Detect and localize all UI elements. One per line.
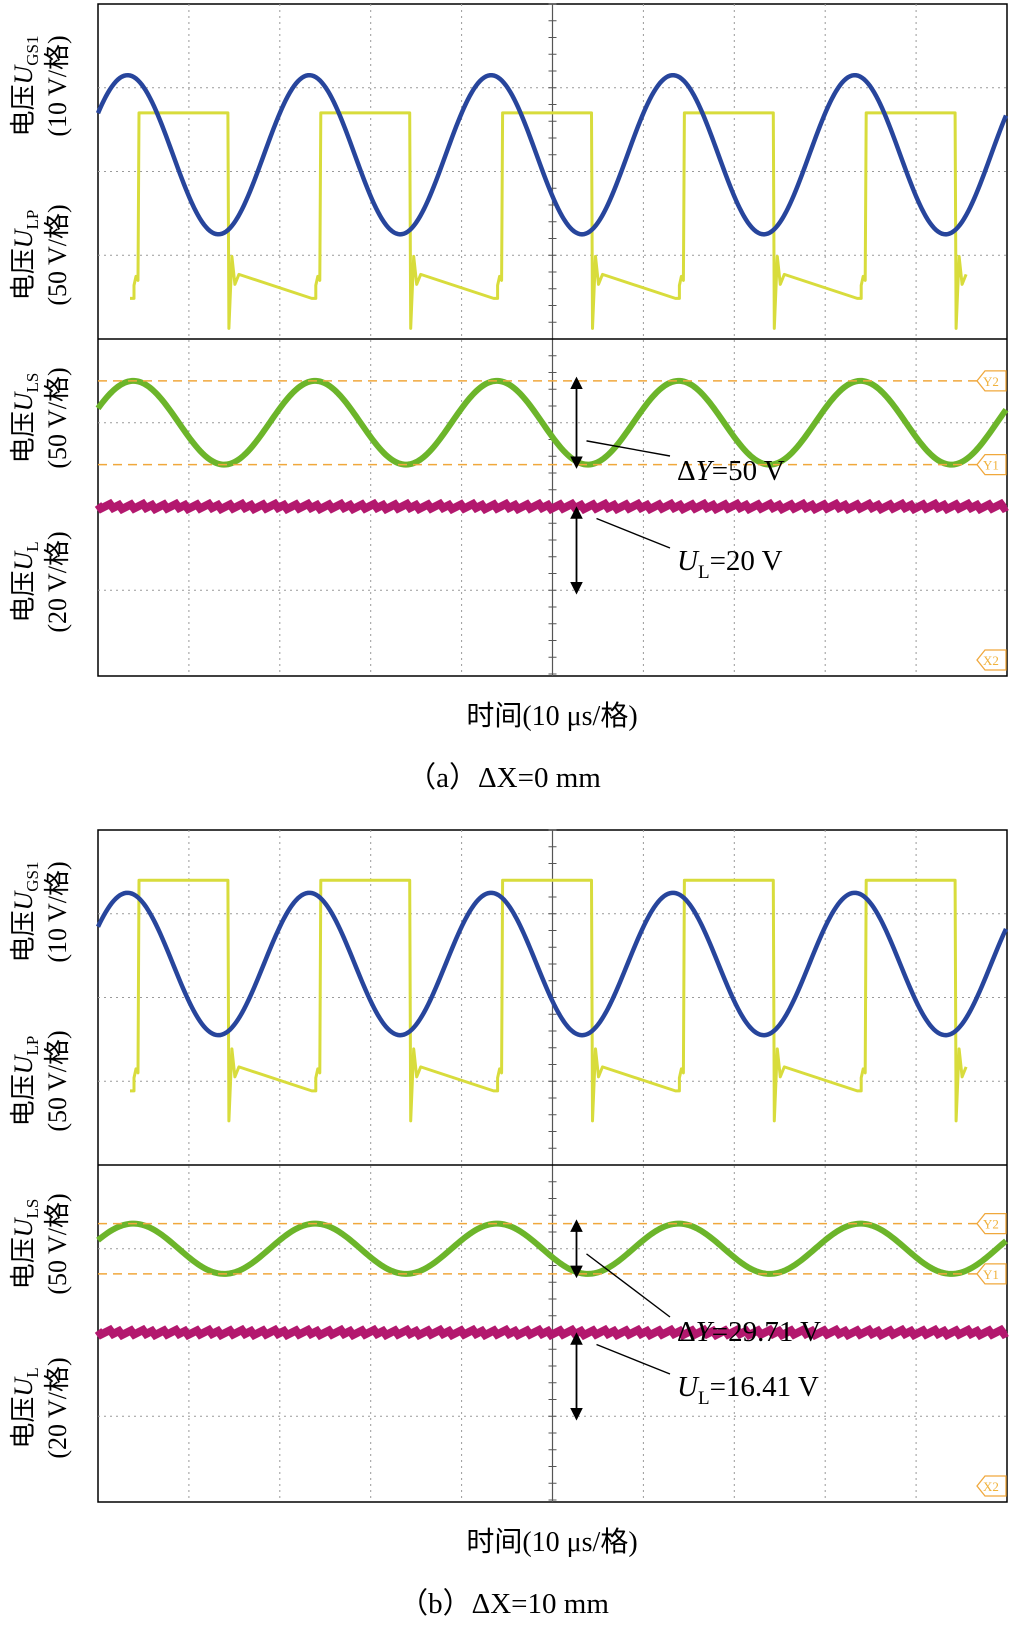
panel-a: Y2 Y1 X2 ΔY=50 V UL=20 V 电压UGS1 (10 V/格) 电压ULP(… <box>9 3 1009 794</box>
x-axis-label: 时间(10 μs/格) <box>466 700 637 732</box>
channel-scale: (10 V/格) <box>43 861 72 962</box>
cursor-marker-label: Y2 <box>983 374 999 389</box>
series-primary-voltage <box>95 890 1009 1038</box>
panel-b: Y2 Y1 X2 ΔY=29.71 V UL=16.41 V 电压UGS1 (10 V/格)… <box>0 826 1009 1652</box>
cursor-marker-y2: Y2 <box>976 370 1007 392</box>
channel-name: 电压UGS1 <box>9 861 42 962</box>
cursor-marker-shape <box>976 370 1007 392</box>
ul-annotation: UL=16.41 V <box>677 1371 819 1409</box>
cursor-marker-shape <box>976 1475 1007 1497</box>
delta-y-leader <box>586 440 671 457</box>
channel-label-1: 电压ULP (50 V/格) <box>9 204 72 305</box>
series-gate-voltage <box>129 111 968 330</box>
channel-label-2: 电压ULS (50 V/格) <box>9 1193 72 1294</box>
cursor-marker-shape <box>976 453 1007 476</box>
channel-scale: (10 V/格) <box>43 35 72 136</box>
channel-label-1: 电压ULP (50 V/格) <box>9 1030 72 1131</box>
cursor-marker-shape <box>976 649 1007 671</box>
cursor-marker-label: Y1 <box>983 458 999 473</box>
channel-name: 电压ULS <box>9 373 42 464</box>
cursor-marker-shape <box>976 1263 1007 1285</box>
channel-label-0: 电压UGS1 (10 V/格) <box>9 861 72 962</box>
x-axis-label: 时间(10 μs/格) <box>466 1526 637 1558</box>
channel-scale: (50 V/格) <box>43 204 72 305</box>
channel-scale: (50 V/格) <box>43 367 72 468</box>
oscilloscope-chart-b: Y2 Y1 X2 ΔY=29.71 V UL=16.41 V 电压UGS1 (10 V/格)… <box>9 829 1009 1620</box>
cursor-marker-label: Y1 <box>983 1267 999 1282</box>
figure-caption: （b）ΔX=10 mm <box>399 1588 609 1620</box>
cursor-marker-x2: X2 <box>976 649 1007 671</box>
cursor-marker-y1: Y1 <box>976 1263 1007 1285</box>
channel-name: 电压ULS <box>9 1199 42 1290</box>
channel-scale: (20 V/格) <box>43 1357 72 1458</box>
ul-leader <box>596 517 671 549</box>
delta-y-annotation: ΔY=29.71 V <box>677 1316 821 1348</box>
cursor-marker-y1: Y1 <box>976 453 1007 476</box>
cursor-marker-label: X2 <box>983 653 999 668</box>
channel-name: 电压ULP <box>9 1036 42 1127</box>
series-gate-voltage <box>129 878 968 1123</box>
channel-name: 电压ULP <box>9 210 42 301</box>
channel-label-3: 电压UL (20 V/格) <box>9 1357 72 1458</box>
delta-y-leader <box>586 1253 671 1318</box>
figure-caption: （a）ΔX=0 mm <box>407 762 601 794</box>
delta-y-annotation: ΔY=50 V <box>677 455 785 487</box>
ul-leader <box>596 1343 671 1375</box>
channel-label-0: 电压UGS1 (10 V/格) <box>9 35 72 136</box>
series-output-voltage <box>94 498 1009 515</box>
cursor-marker-label: Y2 <box>983 1217 999 1232</box>
channel-label-2: 电压ULS (50 V/格) <box>9 367 72 468</box>
channel-scale: (50 V/格) <box>43 1193 72 1294</box>
cursor-marker-x2: X2 <box>976 1475 1007 1497</box>
series-output-voltage <box>94 1324 1009 1341</box>
channel-label-3: 电压UL (20 V/格) <box>9 531 72 632</box>
cursor-marker-label: X2 <box>983 1479 999 1494</box>
series-secondary-voltage <box>95 377 1009 468</box>
cursor-marker-y2: Y2 <box>976 1212 1007 1235</box>
channel-scale: (50 V/格) <box>43 1030 72 1131</box>
channel-name: 电压UL <box>9 541 42 622</box>
cursor-marker-shape <box>976 1212 1007 1235</box>
channel-name: 电压UGS1 <box>9 35 42 136</box>
channel-scale: (20 V/格) <box>43 531 72 632</box>
channel-name: 电压UL <box>9 1367 42 1448</box>
series-primary-voltage <box>95 72 1009 237</box>
ul-annotation: UL=20 V <box>677 545 783 583</box>
